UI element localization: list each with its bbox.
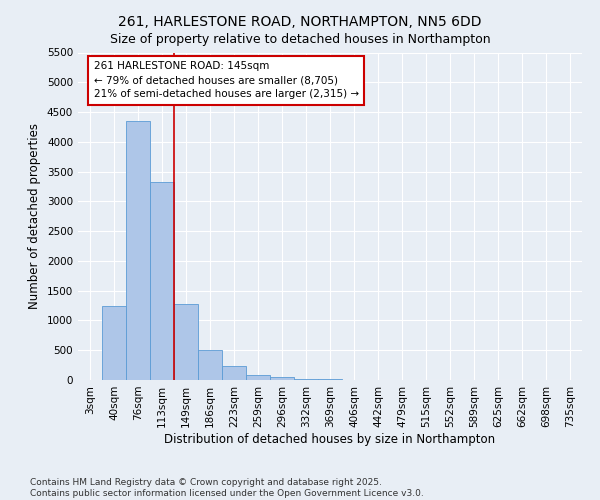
Bar — [126, 121, 150, 380]
Bar — [246, 375, 270, 380]
Text: 261 HARLESTONE ROAD: 145sqm
← 79% of detached houses are smaller (8,705)
21% of : 261 HARLESTONE ROAD: 145sqm ← 79% of det… — [94, 62, 359, 100]
Text: 261, HARLESTONE ROAD, NORTHAMPTON, NN5 6DD: 261, HARLESTONE ROAD, NORTHAMPTON, NN5 6… — [118, 15, 482, 29]
Bar — [150, 182, 174, 380]
Bar — [294, 379, 318, 380]
Y-axis label: Number of detached properties: Number of detached properties — [28, 123, 41, 309]
Bar — [222, 366, 246, 380]
Bar — [102, 306, 126, 380]
Text: Contains HM Land Registry data © Crown copyright and database right 2025.
Contai: Contains HM Land Registry data © Crown c… — [30, 478, 424, 498]
Bar — [270, 377, 294, 380]
Bar — [174, 304, 198, 380]
Text: Size of property relative to detached houses in Northampton: Size of property relative to detached ho… — [110, 32, 490, 46]
X-axis label: Distribution of detached houses by size in Northampton: Distribution of detached houses by size … — [164, 432, 496, 446]
Bar — [198, 350, 222, 380]
